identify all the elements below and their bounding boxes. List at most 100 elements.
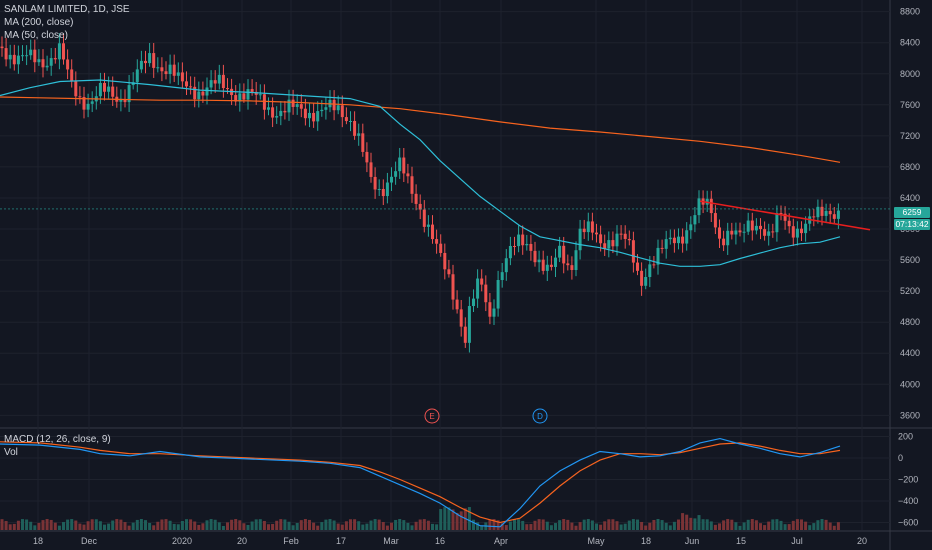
volume-bar [394, 519, 398, 530]
volume-bar [689, 517, 693, 530]
candle-body [800, 228, 803, 234]
volume-bar [488, 519, 492, 530]
volume-bar [783, 524, 787, 530]
candle-body [390, 176, 393, 183]
volume-bar [787, 524, 791, 530]
volume-bar [640, 521, 644, 530]
price-axis[interactable]: 8800840080007600720068006400600056005200… [898, 7, 920, 528]
volume-bar [12, 523, 16, 530]
volume-bar [779, 520, 783, 530]
volume-bar [812, 523, 816, 530]
candle-body [533, 250, 537, 263]
macd-tick-label: −200 [898, 474, 918, 484]
candle-body [242, 93, 246, 100]
volume-bar [336, 523, 340, 530]
candle-body [103, 82, 106, 92]
volume-bar [176, 524, 180, 530]
volume-bar [271, 523, 275, 530]
vol-legend[interactable]: Vol [4, 447, 18, 458]
candle-body [463, 326, 467, 343]
candle-body [320, 109, 324, 112]
volume-bar [562, 519, 566, 530]
candle-body [78, 96, 82, 98]
candle-body [287, 99, 291, 113]
volume-bar [246, 524, 250, 530]
volume-bar [537, 519, 541, 530]
ma50-legend[interactable]: MA (50, close) [4, 30, 68, 41]
volume-bar [492, 519, 496, 530]
time-axis[interactable]: 18 Dec 2020 20 Feb 17 Mar 16 Apr May 18 Jun 15 Jul 20 [33, 536, 867, 546]
candle-body [316, 111, 320, 122]
volume-bar [590, 520, 594, 530]
candle-body [361, 133, 365, 152]
volume-bar [480, 525, 484, 530]
volume-bar [636, 519, 639, 530]
candles [0, 33, 840, 353]
volume-bar [205, 520, 209, 530]
volume-bar [455, 512, 459, 530]
volume-bar [586, 519, 590, 530]
volume-bar [8, 524, 12, 530]
volume-bar [320, 522, 324, 530]
candle-body [135, 69, 139, 83]
candle-body [590, 221, 594, 233]
time-tick-label: Apr [494, 536, 508, 546]
candle-body [750, 220, 754, 231]
volume-bar [623, 523, 627, 530]
candle-body [431, 224, 434, 240]
volume-bar [828, 522, 832, 530]
volume-bar [82, 524, 86, 530]
macd-tick-label: 200 [898, 431, 913, 441]
candle-body [615, 233, 619, 247]
candle-body [545, 264, 549, 271]
candle-body [611, 240, 615, 247]
candle-body [308, 112, 311, 119]
candle-body [291, 99, 295, 107]
candle-body [689, 224, 693, 231]
volume-bar [681, 513, 685, 530]
candle-body [74, 81, 78, 97]
volume-bar [148, 522, 152, 530]
candle-body [820, 206, 824, 216]
time-tick-label: Feb [283, 536, 299, 546]
candle-body [324, 107, 328, 110]
candle-body [734, 230, 738, 235]
volume-bar [726, 519, 730, 530]
volume-bar [373, 519, 377, 530]
volume-bar [234, 519, 238, 530]
volume-bar [123, 522, 127, 530]
candle-body [697, 198, 701, 216]
volume-bar [209, 519, 213, 530]
volume-bar [4, 521, 8, 530]
volume-bar [693, 518, 697, 530]
volume-bar [74, 520, 78, 530]
ma200-legend[interactable]: MA (200, close) [4, 17, 74, 28]
volume-bar [800, 519, 803, 530]
volume-bar [615, 521, 619, 530]
candle-body [365, 151, 369, 163]
volume-bar [648, 522, 652, 530]
candle-body [554, 257, 557, 267]
event-marker-e[interactable]: E [424, 408, 440, 424]
candle-body [127, 85, 131, 103]
candle-body [672, 237, 676, 244]
symbol-title[interactable]: SANLAM LIMITED, 1D, JSE [4, 4, 130, 15]
price-tick-label: 5200 [900, 286, 920, 296]
candle-body [21, 55, 24, 57]
candle-body [406, 173, 410, 177]
candle-body [529, 243, 533, 251]
candle-body [521, 234, 525, 246]
volume-bar [406, 522, 410, 530]
volume-bar [172, 523, 176, 530]
candle-body [25, 55, 29, 57]
volume-bar [578, 522, 582, 530]
event-marker-d[interactable]: D [532, 408, 548, 424]
volume-bar [37, 522, 41, 530]
volume-bar [607, 519, 611, 530]
macd-legend[interactable]: MACD (12, 26, close, 9) [4, 434, 111, 445]
candle-body [90, 101, 94, 104]
time-tick-label: Dec [81, 536, 98, 546]
